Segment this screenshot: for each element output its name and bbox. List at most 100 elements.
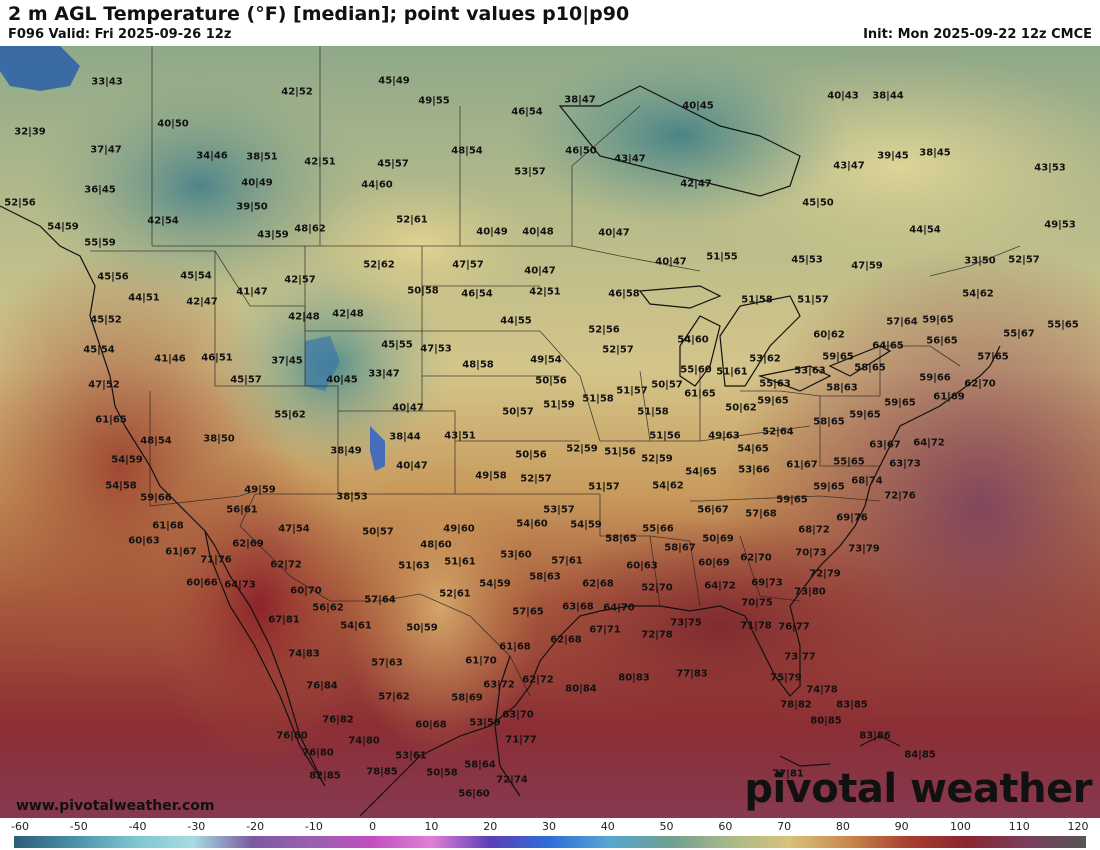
point-value-label: 42|52: [281, 86, 313, 98]
point-value-label: 60|69: [698, 557, 730, 569]
point-value-label: 57|65: [512, 606, 544, 618]
colorbar-tick-label: 40: [600, 820, 615, 833]
point-value-label: 48|54: [451, 145, 483, 157]
point-value-label: 68|72: [798, 524, 830, 536]
point-value-label: 49|58: [475, 470, 507, 482]
colorbar-tick-label: 50: [659, 820, 674, 833]
point-value-label: 45|53: [791, 254, 823, 266]
point-value-label: 50|57: [502, 406, 534, 418]
point-value-label: 37|47: [90, 144, 122, 156]
point-value-label: 51|56: [604, 446, 636, 458]
colorbar-tick-label: 10: [424, 820, 439, 833]
colorbar-tick-label: 120: [1067, 820, 1089, 833]
point-value-label: 38|44: [389, 431, 421, 443]
point-value-label: 40|48: [522, 226, 554, 238]
colorbar-tick-label: 30: [542, 820, 556, 833]
point-value-label: 54|60: [677, 334, 709, 346]
point-value-label: 57|61: [551, 555, 583, 567]
point-value-label: 50|57: [651, 379, 683, 391]
point-value-label: 64|72: [913, 437, 945, 449]
point-value-label: 60|66: [186, 577, 218, 589]
point-value-label: 40|47: [524, 265, 556, 277]
point-value-label: 63|72: [483, 679, 515, 691]
point-value-label: 40|47: [655, 256, 687, 268]
point-value-label: 56|67: [697, 504, 729, 516]
point-value-label: 60|70: [290, 585, 322, 597]
point-value-label: 80|83: [618, 672, 650, 684]
point-value-label: 55|67: [1003, 328, 1035, 340]
point-value-label: 60|62: [813, 329, 845, 341]
colorbar-tick-label: -60: [11, 820, 29, 833]
point-value-label: 80|84: [565, 683, 597, 695]
point-value-label: 76|80: [276, 730, 308, 742]
point-value-label: 53|66: [738, 464, 770, 476]
point-value-label: 54|65: [737, 443, 769, 455]
point-value-label: 38|51: [246, 151, 278, 163]
point-value-label: 39|45: [877, 150, 909, 162]
point-value-label: 39|50: [236, 201, 268, 213]
point-value-label: 47|54: [278, 523, 310, 535]
brand-logo: pivotal weather: [744, 766, 1092, 812]
point-value-label: 59|65: [757, 395, 789, 407]
point-value-label: 74|80: [348, 735, 380, 747]
point-value-label: 54|65: [685, 466, 717, 478]
point-value-label: 33|43: [91, 76, 123, 88]
point-value-label: 53|57: [543, 504, 575, 516]
point-value-label: 59|65: [922, 314, 954, 326]
point-value-label: 59|65: [813, 481, 845, 493]
point-value-label: 59|66: [919, 372, 951, 384]
point-value-label: 49|55: [418, 95, 450, 107]
point-value-label: 52|57: [520, 473, 552, 485]
point-value-label: 44|54: [909, 224, 941, 236]
point-value-label: 62|68: [550, 634, 582, 646]
point-value-label: 73|79: [848, 543, 880, 555]
point-value-label: 74|83: [288, 648, 320, 660]
point-value-label: 58|63: [529, 571, 561, 583]
point-value-label: 58|65: [854, 362, 886, 374]
point-value-label: 64|65: [872, 340, 904, 352]
point-value-label: 57|64: [364, 594, 396, 606]
point-value-label: 72|76: [884, 490, 916, 502]
point-value-label: 55|59: [84, 237, 116, 249]
point-value-label: 68|74: [851, 475, 883, 487]
point-value-label: 38|53: [336, 491, 368, 503]
temperature-map[interactable]: 33|43 42|52 45|49 49|55 38|47 40|45 40|43 38|44…: [0, 46, 1100, 818]
point-value-label: 70|73: [795, 547, 827, 559]
point-value-label: 61|67: [786, 459, 818, 471]
point-value-label: 42|57: [284, 274, 316, 286]
point-value-label: 33|47: [368, 368, 400, 380]
point-value-label: 63|70: [502, 709, 534, 721]
point-value-label: 73|75: [670, 617, 702, 629]
point-value-label: 55|62: [274, 409, 306, 421]
point-value-label: 50|58: [407, 285, 439, 297]
point-value-label: 64|72: [704, 580, 736, 592]
point-value-label: 58|67: [664, 542, 696, 554]
colorbar-tick-label: -30: [187, 820, 206, 833]
point-value-label: 42|51: [529, 286, 561, 298]
point-value-label: 72|79: [809, 568, 841, 580]
point-value-label: 50|62: [725, 402, 757, 414]
point-value-label: 51|58: [637, 406, 669, 418]
valid-time-label: F096 Valid: Fri 2025-09-26 12z: [8, 27, 232, 42]
point-value-label: 51|55: [706, 251, 738, 263]
point-value-label: 45|57: [377, 158, 409, 170]
point-value-label: 62|72: [522, 674, 554, 686]
point-value-label: 44|60: [361, 179, 393, 191]
point-value-label: 45|54: [83, 344, 115, 356]
point-value-label: 58|65: [605, 533, 637, 545]
point-value-label: 53|60: [500, 549, 532, 561]
point-value-label: 45|52: [90, 314, 122, 326]
point-value-label: 62|70: [740, 552, 772, 564]
point-value-label: 36|45: [84, 184, 116, 196]
point-value-label: 52|56: [588, 324, 620, 336]
point-value-label: 62|70: [964, 378, 996, 390]
point-value-label: 32|39: [14, 126, 46, 138]
point-value-label: 46|50: [565, 145, 597, 157]
point-value-label: 52|59: [641, 453, 673, 465]
point-value-label: 53|61: [395, 750, 427, 762]
point-value-label: 38|50: [203, 433, 235, 445]
point-value-label: 59|65: [849, 409, 881, 421]
point-value-label: 59|65: [776, 494, 808, 506]
point-value-label: 43|47: [614, 153, 646, 165]
colorbar-tick-label: 60: [718, 820, 733, 833]
